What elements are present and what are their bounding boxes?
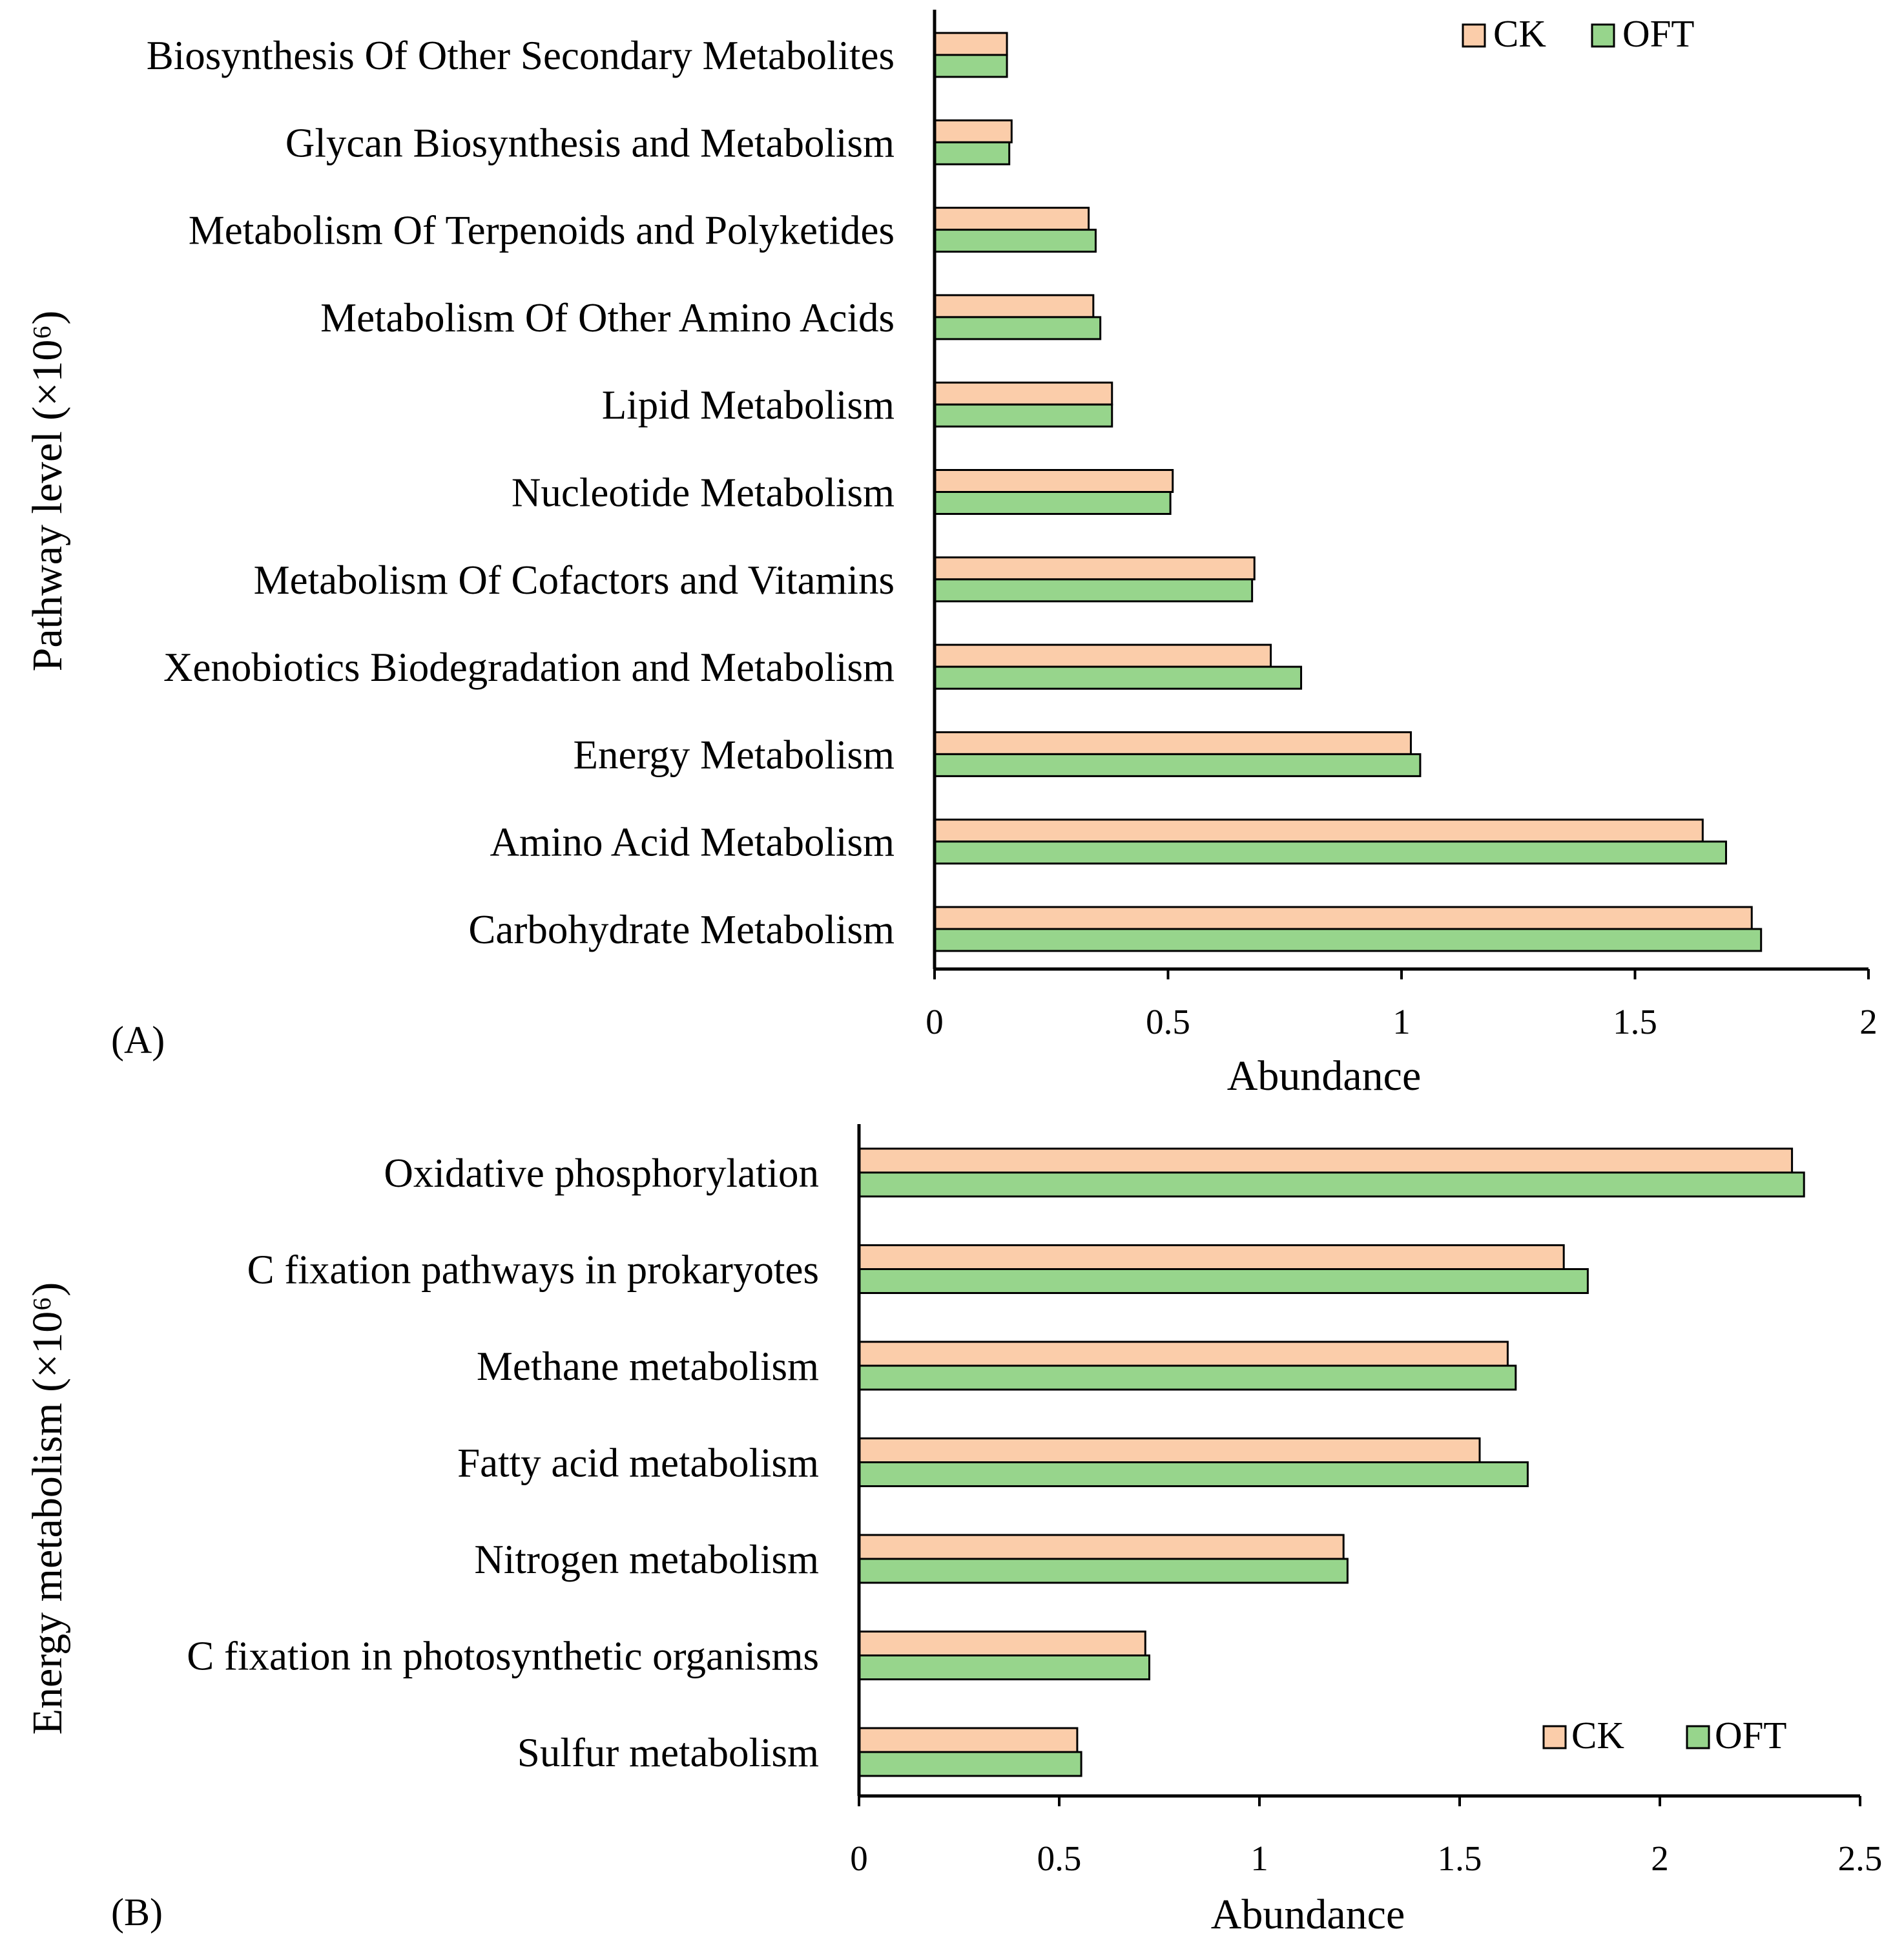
x-axis-title: Abundance <box>1211 1891 1405 1938</box>
x-tick-label: 1 <box>1250 1839 1268 1878</box>
x-tick-label: 2.5 <box>1838 1839 1883 1878</box>
category-label: Amino Acid Metabolism <box>490 820 895 865</box>
category-label: Metabolism Of Other Amino Acids <box>320 295 895 340</box>
bar-oft-a-6 <box>933 578 1254 603</box>
bar-oft-a-9 <box>933 840 1727 865</box>
bar-oft-b-5 <box>858 1654 1150 1680</box>
bar-oft-a-7 <box>933 665 1303 690</box>
bar-ck-a-10 <box>933 906 1753 930</box>
x-tick-label: 1.5 <box>1613 1002 1657 1041</box>
x-tick-label: 0.5 <box>1146 1002 1190 1041</box>
legend-label-oft: OFT <box>1715 1714 1786 1757</box>
bar-ck-a-8 <box>933 731 1412 755</box>
x-tick-label: 0.5 <box>1037 1839 1082 1878</box>
bar-oft-a-5 <box>933 491 1172 515</box>
bar-oft-b-2 <box>858 1364 1517 1391</box>
bar-oft-a-3 <box>933 316 1102 340</box>
category-label: C fixation pathways in prokaryotes <box>247 1247 819 1293</box>
category-label: Nitrogen metabolism <box>474 1537 819 1582</box>
x-tick-label: 0 <box>850 1839 868 1878</box>
legend-swatch-ck <box>1542 1725 1567 1749</box>
category-label: Nucleotide Metabolism <box>512 470 895 516</box>
bar-oft-a-2 <box>933 229 1097 253</box>
bar-oft-a-10 <box>933 928 1763 952</box>
panel-label: (A) <box>111 1019 165 1061</box>
y-axis-title: Energy metabolism (×10⁶) <box>24 1282 71 1735</box>
bar-ck-b-0 <box>858 1147 1794 1174</box>
bar-oft-a-0 <box>933 54 1008 78</box>
bar-ck-a-0 <box>933 32 1008 56</box>
bar-oft-b-1 <box>858 1268 1589 1294</box>
x-tick-label: 0 <box>926 1002 944 1041</box>
chart-b: Oxidative phosphorylation C fixation path… <box>24 1124 1882 1938</box>
category-label: C fixation in photosynthetic organisms <box>187 1634 819 1679</box>
category-label: Fatty acid metabolism <box>457 1441 819 1486</box>
bar-oft-b-0 <box>858 1171 1805 1198</box>
bar-oft-b-6 <box>858 1751 1082 1777</box>
bar-oft-a-8 <box>933 753 1422 777</box>
bar-ck-a-3 <box>933 294 1095 318</box>
category-label: Methane metabolism <box>477 1344 819 1389</box>
legend-swatch-oft <box>1686 1725 1710 1749</box>
bar-oft-a-1 <box>933 141 1011 165</box>
bar-ck-a-2 <box>933 207 1090 231</box>
bar-ck-a-6 <box>933 556 1256 581</box>
category-label: Sulfur metabolism <box>517 1730 819 1775</box>
category-label: Energy Metabolism <box>573 732 895 777</box>
category-label: Biosynthesis Of Other Secondary Metaboli… <box>147 33 895 78</box>
bar-ck-b-4 <box>858 1534 1345 1560</box>
y-axis-title: Pathway level (×10⁶) <box>24 311 71 672</box>
category-label: Metabolism Of Cofactors and Vitamins <box>254 558 895 603</box>
panel-label: (B) <box>111 1891 163 1934</box>
bar-oft-b-4 <box>858 1558 1349 1584</box>
bar-ck-b-5 <box>858 1631 1146 1656</box>
category-label: Carbohydrate Metabolism <box>468 907 895 952</box>
bar-oft-b-3 <box>858 1461 1529 1487</box>
bar-ck-b-2 <box>858 1341 1509 1367</box>
bar-ck-a-9 <box>933 819 1704 843</box>
x-tick-label: 2 <box>1859 1002 1878 1041</box>
bar-ck-b-6 <box>858 1727 1079 1753</box>
x-tick-label: 2 <box>1651 1839 1669 1878</box>
legend-swatch-oft <box>1591 23 1615 48</box>
legend-label-oft: OFT <box>1622 12 1694 55</box>
category-label: Glycan Biosynthesis and Metabolism <box>285 120 895 165</box>
legend-label-ck: CK <box>1571 1714 1624 1757</box>
x-axis-title: Abundance <box>1227 1052 1422 1100</box>
bar-ck-b-1 <box>858 1244 1565 1270</box>
legend-label-ck: CK <box>1493 12 1546 55</box>
x-tick-label: 1.5 <box>1438 1839 1482 1878</box>
bar-ck-a-4 <box>933 381 1113 406</box>
bar-ck-b-3 <box>858 1437 1481 1463</box>
bar-ck-a-5 <box>933 469 1174 493</box>
category-label: Metabolism Of Terpenoids and Polyketides <box>189 208 895 253</box>
bar-ck-a-1 <box>933 119 1013 143</box>
x-tick-label: 1 <box>1392 1002 1411 1041</box>
legend-swatch-ck <box>1462 23 1486 48</box>
bar-oft-a-4 <box>933 403 1113 428</box>
bar-ck-a-7 <box>933 643 1272 668</box>
category-label: Lipid Metabolism <box>602 382 895 428</box>
category-label: Oxidative phosphorylation <box>384 1151 819 1196</box>
chart-a: Biosynthesis Of Other Secondary Metaboli… <box>24 10 1878 1100</box>
category-label: Xenobiotics Biodegradation and Metabolis… <box>163 645 895 690</box>
